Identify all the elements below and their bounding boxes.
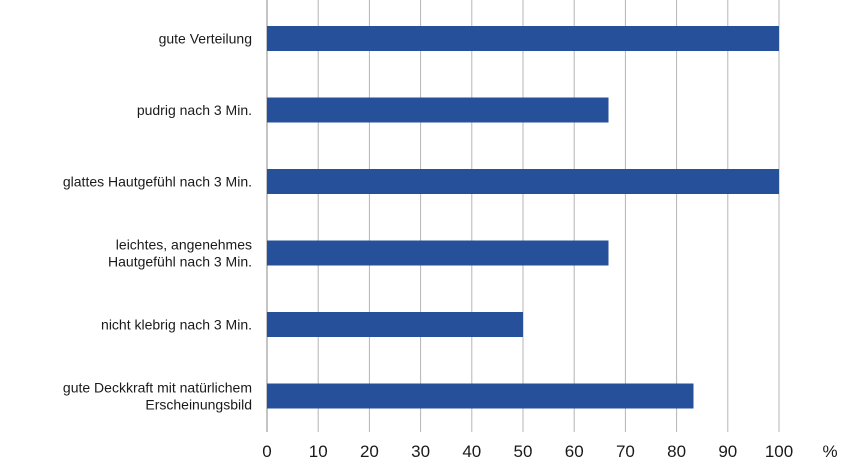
bar — [267, 312, 523, 337]
bars — [267, 26, 779, 409]
x-tick-label: 90 — [718, 442, 737, 461]
category-label-line: Hautgefühl nach 3 Min. — [108, 254, 252, 270]
x-tick-label: 80 — [667, 442, 686, 461]
bar — [267, 169, 779, 194]
bar — [267, 26, 779, 51]
category-label-line: gute Deckkraft mit natürlichem — [63, 380, 252, 396]
x-tick-label: 20 — [360, 442, 379, 461]
x-tick-label: 70 — [616, 442, 635, 461]
x-tick-label: 10 — [309, 442, 328, 461]
x-tick-label: 30 — [411, 442, 430, 461]
x-tick-label: 60 — [565, 442, 584, 461]
gridlines — [266, 0, 780, 432]
category-label-line: leichtes, angenehmes — [116, 237, 252, 253]
category-label-line: nicht klebrig nach 3 Min. — [101, 317, 252, 333]
x-axis-tick-labels: 0 10 20 30 40 50 60 70 80 90 100 — [262, 442, 793, 461]
x-tick-label: 0 — [262, 442, 271, 461]
bar — [267, 97, 609, 123]
category-label-line: glattes Hautgefühl nach 3 Min. — [63, 174, 252, 190]
category-labels: gute Verteilung pudrig nach 3 Min. glattes… — [63, 31, 252, 413]
x-axis-unit-label: % — [822, 442, 837, 461]
category-label-line: pudrig nach 3 Min. — [137, 102, 252, 118]
category-label: gute Verteilung — [159, 31, 252, 47]
bar — [267, 240, 609, 266]
category-label-line: Erscheinungsbild — [145, 397, 252, 413]
category-label: leichtes, angenehmes Hautgefühl nach 3 Mi… — [108, 237, 252, 270]
category-label: pudrig nach 3 Min. — [137, 102, 252, 118]
x-tick-label: 40 — [462, 442, 481, 461]
category-label-line: gute Verteilung — [159, 31, 252, 47]
x-tick-label: 100 — [765, 442, 793, 461]
category-label: glattes Hautgefühl nach 3 Min. — [63, 174, 252, 190]
bar — [267, 383, 694, 409]
category-label: nicht klebrig nach 3 Min. — [101, 317, 252, 333]
x-tick-label: 50 — [514, 442, 533, 461]
category-label: gute Deckkraft mit natürlichem Erscheinun… — [63, 380, 252, 413]
